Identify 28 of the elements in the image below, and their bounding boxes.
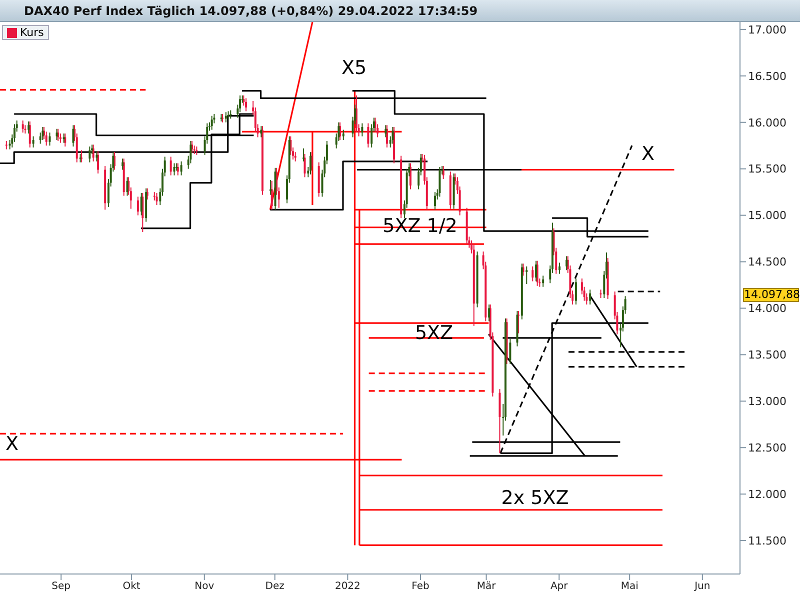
legend-label: Kurs (20, 26, 44, 39)
y-tick-label: 15.500 (748, 162, 786, 176)
x-tick-label: Sep (52, 581, 71, 592)
x-tick-label: Feb (412, 581, 430, 592)
x-tick-label: Apr (550, 581, 569, 592)
y-tick-label: 12.500 (748, 442, 786, 455)
x-tick-label: Dez (265, 581, 284, 592)
y-tick-label: 11.500 (748, 534, 786, 548)
y-tick-label: 12.000 (748, 488, 786, 501)
annotation: X (5, 433, 19, 455)
annotation: 2x 5XZ (501, 487, 569, 509)
x-tick-label: Mai (620, 581, 638, 592)
y-tick-label: 16.500 (748, 70, 786, 83)
y-tick-label: 13.000 (748, 395, 786, 408)
annotation: X5 (341, 57, 367, 79)
chart-title: DAX40 Perf Index Täglich 14.097,88 (+0,84%) 29.04.2022 17:34:59 (0, 0, 800, 22)
y-tick-label: 15.000 (748, 209, 786, 222)
y-tick-label: 13.500 (748, 348, 786, 362)
y-tick-label: 14.000 (748, 302, 786, 316)
annotation: X (641, 143, 655, 165)
x-tick-label: Jun (694, 581, 710, 592)
y-tick-label: 14.500 (748, 256, 786, 269)
x-tick-label: Nov (194, 581, 214, 592)
x-tick-label: Mär (476, 581, 497, 592)
y-tick-label: 17.000 (748, 23, 786, 36)
x-tick-label: Okt (122, 581, 140, 592)
y-tick-label: 16.000 (748, 116, 786, 130)
x-tick-label: 2022 (334, 581, 360, 592)
